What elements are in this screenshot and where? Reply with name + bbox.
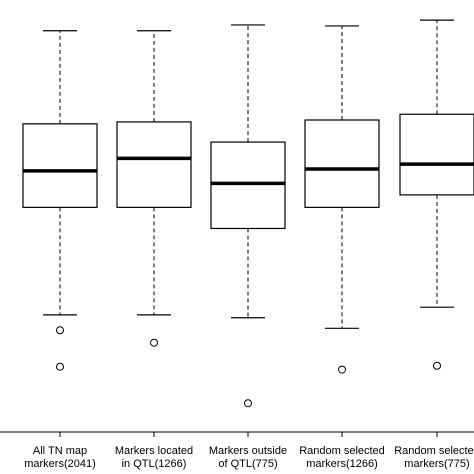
- x-tick-label-5: Random selected markers(775): [394, 445, 474, 470]
- outlier-1-1: [56, 326, 64, 335]
- box-2: [116, 121, 192, 208]
- box-4: [304, 119, 380, 208]
- outlier-3-1: [244, 399, 252, 408]
- x-tick-label-1: All TN map markers(2041): [24, 445, 96, 470]
- outlier-4-1: [338, 365, 346, 374]
- outlier-2-1: [150, 338, 158, 347]
- box-1: [22, 123, 98, 208]
- outlier-5-1: [433, 361, 441, 370]
- x-tick-label-3: Markers outside of QTL(775): [208, 445, 288, 470]
- outlier-1-2: [56, 362, 64, 371]
- box-5: [399, 113, 474, 196]
- x-tick-label-2: Markers located in QTL(1266): [114, 445, 194, 470]
- x-tick-label-4: Random selected markers(1266): [299, 445, 385, 470]
- box-3: [210, 141, 286, 230]
